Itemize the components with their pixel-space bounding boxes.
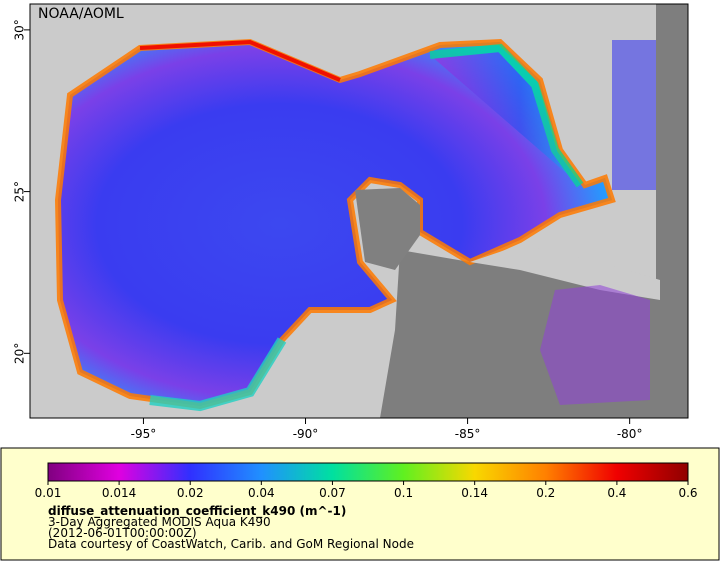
colorbar-tick-label: 0.01 (35, 486, 62, 500)
x-tick-label: -85° (455, 427, 481, 441)
x-tick-label: -95° (131, 427, 157, 441)
atlantic-field (612, 40, 656, 190)
map-frame (29, 3, 689, 419)
caribbean-field (540, 285, 650, 405)
dataset: 3-Day Aggregated MODIS Aqua K490 (48, 515, 271, 529)
time: (2012-06-01T00:00:00Z) (48, 526, 197, 540)
cuba (470, 245, 660, 300)
y-tick-label: 20° (13, 343, 27, 364)
coastal-high (139, 39, 341, 82)
colorbar-tick-label: 0.6 (678, 486, 697, 500)
x-tick-label: -80° (617, 427, 643, 441)
x-tick-label: -90° (293, 427, 319, 441)
y-tick-label: 25° (13, 181, 27, 202)
variable: diffuse_attenuation_coefficient_k490 (m^… (48, 504, 346, 519)
colorbar-tick-label: 0.2 (536, 486, 555, 500)
colorbar-tick-label: 0.1 (394, 486, 413, 500)
florida-shelf (429, 43, 584, 188)
colorbar-tick-label: 0.014 (102, 486, 136, 500)
source: Data courtesy of CoastWatch, Carib. and … (48, 537, 414, 551)
colorbar-tick-label: 0.07 (319, 486, 346, 500)
map (30, 4, 688, 418)
colorbar-tick-label: 0.14 (461, 486, 488, 500)
y-tick-label: 30° (13, 19, 27, 40)
coastal-mid (149, 337, 287, 412)
colorbar-tick-label: 0.04 (248, 486, 275, 500)
credit: NOAA/AOML (38, 6, 124, 22)
colorbar-tick-label: 0.02 (177, 486, 204, 500)
colorbar-tick-label: 0.4 (607, 486, 626, 500)
colorbar (47, 462, 689, 482)
yucatan-nodata (355, 188, 420, 270)
